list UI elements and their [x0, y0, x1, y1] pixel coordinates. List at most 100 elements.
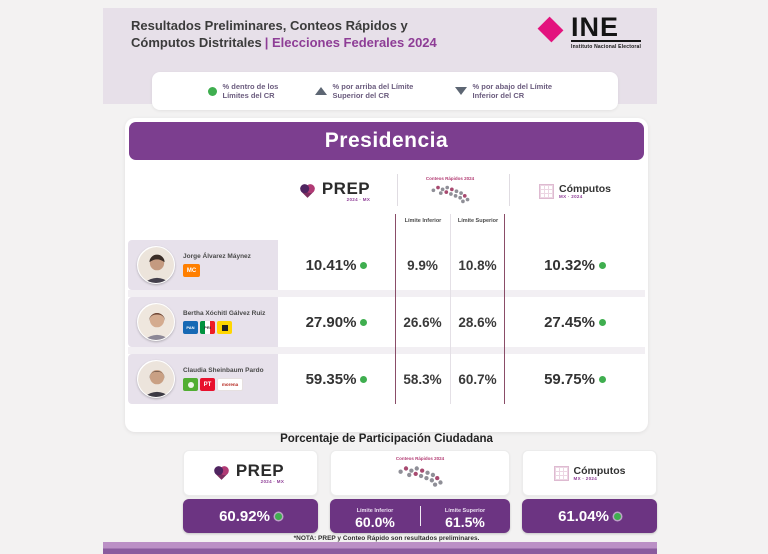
computos-value-cell: 27.45% — [505, 297, 645, 347]
participation-card-prep: PREP 2024 · MX — [183, 450, 318, 496]
computos-wordmark-block: Cómputos MX · 2024 — [573, 464, 626, 480]
title-line2-accent: | Elecciones Federales 2024 — [264, 35, 437, 50]
limite-inferior-header: Límite Inferior — [404, 218, 442, 224]
cr-superior-cell: 28.6% — [450, 297, 505, 347]
prep-value-cell: 27.90% — [278, 297, 395, 347]
participation-cr-inferior: Límite Inferior 60.0% — [330, 506, 420, 530]
prep-wordmark-block: PREP 2024 · MX — [321, 178, 371, 202]
in-range-dot-icon — [360, 376, 368, 383]
cr-inferior-cell: 58.3% — [395, 354, 450, 404]
party-logo-pri: PRI — [200, 321, 215, 334]
party-logos: PT morena — [183, 378, 264, 391]
participation-card-computos: Cómputos MX · 2024 — [522, 450, 657, 496]
column-separator — [397, 174, 398, 206]
candidate-name: Claudia Sheinbaum Pardo — [183, 367, 264, 374]
in-range-dot-icon — [613, 513, 621, 520]
ine-diamond-icon — [537, 16, 564, 43]
computos-wordmark: Cómputos — [559, 182, 611, 195]
in-range-dot-icon — [598, 262, 606, 269]
participation-value-box-conteos: Límite Inferior 60.0% Límite Superior 61… — [330, 499, 510, 533]
candidate-name: Jorge Álvarez Máynez — [183, 253, 251, 260]
computos-value: 10.32% — [544, 256, 595, 274]
results-card: Presidencia PREP 2024 · MX Conteos Rápid… — [125, 118, 648, 432]
conteos-rapidos-logo: Conteos Rápidos 2024 — [395, 456, 445, 490]
candidate-photo — [137, 246, 175, 284]
cr-superior-cell: 60.7% — [450, 354, 505, 404]
legend-item-below: % por abajo del Límite Inferior del CR — [454, 82, 563, 100]
in-range-dot-icon — [598, 319, 606, 326]
participation-cr-inferior-value: 60.0% — [355, 513, 395, 530]
participation-card-conteos: Conteos Rápidos 2024 — [330, 450, 510, 496]
participation-value-box-prep: 60.92% — [183, 499, 318, 533]
cr-inferior-value: 26.6% — [403, 314, 442, 330]
party-logo-pvem — [183, 378, 198, 391]
cr-superior-value: 10.8% — [458, 257, 497, 273]
title-line1: Resultados Preliminares, Conteos Rápidos… — [131, 18, 408, 33]
conteos-rapidos-column-header: Conteos Rápidos 2024 — [395, 170, 505, 212]
in-range-dot-icon — [598, 376, 606, 383]
conteos-rapidos-logo: Conteos Rápidos 2024 — [426, 176, 474, 206]
cr-inferior-value: 9.9% — [407, 257, 438, 273]
prep-wordmark-sub: 2024 · MX — [346, 196, 371, 202]
candidate-info: Jorge Álvarez Máynez MC — [183, 253, 251, 277]
prep-logo: PREP 2024 · MX — [300, 178, 371, 202]
party-logo-pan: PAN — [183, 321, 198, 334]
computos-value: 59.75% — [544, 370, 595, 388]
legend-label: % por arriba del Límite Superior del CR — [332, 82, 414, 100]
legend-item-in-range: % dentro de los Límites del CR — [207, 82, 285, 100]
prep-column-header: PREP 2024 · MX — [278, 170, 395, 212]
triangle-up-icon — [314, 87, 327, 95]
ine-wordmark-block: INE Instituto Nacional Electoral — [571, 14, 642, 50]
prep-value-cell: 59.35% — [278, 354, 395, 404]
contest-title: Presidencia — [129, 122, 644, 160]
candidate-name: Bertha Xóchitl Gálvez Ruiz — [183, 310, 266, 317]
prep-wordmark: PREP — [321, 178, 371, 198]
candidate-info: Claudia Sheinbaum Pardo PT morena — [183, 367, 264, 391]
party-logo-mc: MC — [183, 264, 200, 277]
prep-logo: PREP 2024 · MX — [214, 460, 285, 484]
prep-value: 59.35% — [305, 370, 357, 388]
in-range-dot-icon — [274, 513, 282, 520]
mexico-dots-icon — [431, 185, 470, 204]
ine-subtitle: Instituto Nacional Electoral — [571, 40, 642, 50]
candidate-row: Jorge Álvarez Máynez MC 10.41% 9.9% 10.8… — [125, 240, 648, 290]
legend-label: % dentro de los Límites del CR — [222, 82, 279, 100]
computos-wordmark: Cómputos — [573, 464, 626, 477]
candidate-photo — [137, 303, 175, 341]
candidate-panel: Jorge Álvarez Máynez MC — [128, 240, 278, 290]
title-line2: Cómputos Distritales — [131, 35, 262, 50]
computos-grid-icon — [553, 465, 569, 481]
row-separator — [128, 290, 645, 297]
legend-label: % por abajo del Límite Inferior del CR — [472, 82, 553, 100]
participation-prep-value: 60.92% — [219, 507, 270, 525]
limite-inferior-label: Límite Inferior — [356, 507, 394, 514]
triangle-down-icon — [454, 87, 467, 95]
in-range-dot-icon — [360, 262, 368, 269]
row-separator — [128, 347, 645, 354]
prep-wordmark-sub: 2024 · MX — [260, 478, 285, 484]
party-logos: MC — [183, 264, 251, 277]
in-range-dot-icon — [360, 319, 368, 326]
limite-superior-header: Límite Superior — [457, 218, 499, 224]
computos-wordmark-block: Cómputos MX · 2024 — [559, 182, 611, 198]
cr-inferior-cell: 9.9% — [395, 240, 450, 290]
cr-inferior-cell: 26.6% — [395, 297, 450, 347]
ine-logo: INE Instituto Nacional Electoral — [537, 14, 642, 50]
cr-superior-cell: 10.8% — [450, 240, 505, 290]
prep-wordmark: PREP — [235, 460, 285, 480]
cr-superior-value: 28.6% — [458, 314, 497, 330]
computos-column-header: Cómputos MX · 2024 — [505, 170, 645, 212]
cr-inferior-value: 58.3% — [403, 371, 442, 387]
mexico-dots-icon — [398, 466, 443, 487]
candidate-panel: Claudia Sheinbaum Pardo PT morena — [128, 354, 278, 404]
participation-box-divider — [420, 506, 421, 526]
page-title: Resultados Preliminares, Conteos Rápidos… — [131, 17, 491, 51]
computos-grid-icon — [539, 183, 555, 199]
legend-bar: % dentro de los Límites del CR % por arr… — [152, 72, 618, 110]
bottom-bar — [103, 542, 657, 554]
candidate-info: Bertha Xóchitl Gálvez Ruiz PAN PRI — [183, 310, 265, 334]
column-separator — [509, 174, 510, 206]
participation-cr-superior: Límite Superior 61.5% — [420, 506, 510, 529]
party-logo-pt: PT — [200, 378, 215, 391]
